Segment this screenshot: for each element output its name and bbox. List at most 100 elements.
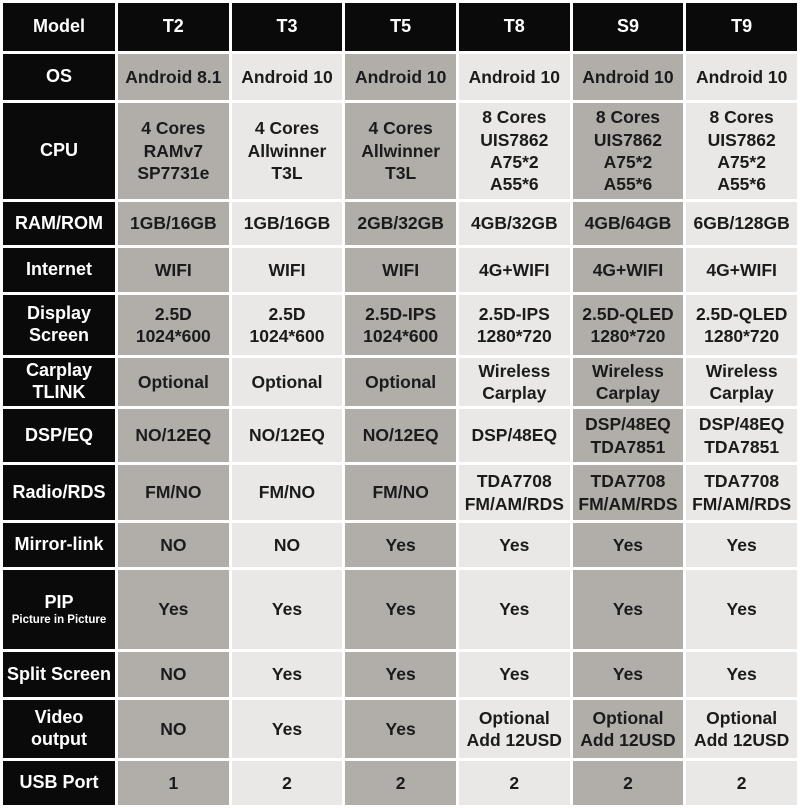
table-row-ram-rom: RAM/ROM 1GB/16GB 1GB/16GB 2GB/32GB 4GB/3… — [3, 202, 797, 245]
table-cell: 1 — [118, 761, 229, 805]
table-cell: 4G+WIFI — [686, 248, 797, 292]
table-cell: NO — [231, 523, 343, 567]
table-cell: Yes — [686, 570, 797, 649]
row-header-video-output: Video output — [3, 700, 115, 758]
table-cell: WIFI — [231, 248, 343, 292]
table-cell: Optional Add 12USD — [572, 700, 684, 758]
table-row-display-screen: Display Screen 2.5D 1024*600 2.5D 1024*6… — [3, 295, 797, 355]
table-cell: Optional Add 12USD — [686, 700, 797, 758]
table-cell: 1GB/16GB — [231, 202, 343, 245]
table-cell: Yes — [458, 652, 570, 697]
row-header-radio-rds: Radio/RDS — [3, 465, 115, 520]
table-cell: 2 — [572, 761, 684, 805]
table-cell: Yes — [458, 570, 570, 649]
table-cell: DSP/48EQ TDA7851 — [686, 409, 797, 462]
column-header-t5: T5 — [345, 3, 456, 51]
table-cell: 8 Cores UIS7862 A75*2 A55*6 — [458, 103, 570, 199]
table-cell: 4 Cores Allwinner T3L — [345, 103, 456, 199]
column-header-t2: T2 — [118, 3, 229, 51]
column-header-s9: S9 — [572, 3, 684, 51]
table-cell: WIFI — [345, 248, 456, 292]
table-cell: Android 8.1 — [118, 54, 229, 100]
table-cell: Optional Add 12USD — [458, 700, 570, 758]
table-cell: 2.5D-IPS 1280*720 — [458, 295, 570, 355]
row-header-display-screen: Display Screen — [3, 295, 115, 355]
table-cell: Yes — [231, 700, 343, 758]
table-cell: 4GB/32GB — [458, 202, 570, 245]
table-cell: Android 10 — [458, 54, 570, 100]
table-cell: FM/NO — [118, 465, 229, 520]
row-header-mirror-link: Mirror-link — [3, 523, 115, 567]
table-cell: Yes — [572, 652, 684, 697]
row-header-pip-subtitle: Picture in Picture — [11, 614, 107, 627]
table-cell: Yes — [686, 523, 797, 567]
table-cell: FM/NO — [231, 465, 343, 520]
table-cell: Optional — [345, 358, 456, 406]
table-cell: Yes — [345, 570, 456, 649]
table-cell: 8 Cores UIS7862 A75*2 A55*6 — [572, 103, 684, 199]
table-cell: NO/12EQ — [231, 409, 343, 462]
row-header-usb-port: USB Port — [3, 761, 115, 805]
table-row-os: OS Android 8.1 Android 10 Android 10 And… — [3, 54, 797, 100]
table-cell: 2.5D 1024*600 — [118, 295, 229, 355]
table-cell: NO — [118, 652, 229, 697]
table-cell: Yes — [231, 652, 343, 697]
table-cell: Optional — [231, 358, 343, 406]
table-cell: Wireless Carplay — [572, 358, 684, 406]
column-header-t9: T9 — [686, 3, 797, 51]
row-header-os: OS — [3, 54, 115, 100]
table-cell: 1GB/16GB — [118, 202, 229, 245]
table-row-radio-rds: Radio/RDS FM/NO FM/NO FM/NO TDA7708 FM/A… — [3, 465, 797, 520]
table-cell: WIFI — [118, 248, 229, 292]
table-row-carplay-tlink: Carplay TLINK Optional Optional Optional… — [3, 358, 797, 406]
row-header-cpu: CPU — [3, 103, 115, 199]
table-cell: Wireless Carplay — [686, 358, 797, 406]
table-cell: TDA7708 FM/AM/RDS — [572, 465, 684, 520]
table-cell: DSP/48EQ — [458, 409, 570, 462]
table-row-split-screen: Split Screen NO Yes Yes Yes Yes Yes — [3, 652, 797, 697]
column-header-t8: T8 — [458, 3, 570, 51]
table-row-mirror-link: Mirror-link NO NO Yes Yes Yes Yes — [3, 523, 797, 567]
table-row-internet: Internet WIFI WIFI WIFI 4G+WIFI 4G+WIFI … — [3, 248, 797, 292]
table-cell: 4GB/64GB — [572, 202, 684, 245]
row-header-dsp-eq: DSP/EQ — [3, 409, 115, 462]
table-cell: Yes — [572, 523, 684, 567]
table-cell: Yes — [458, 523, 570, 567]
table-cell: 4 Cores Allwinner T3L — [231, 103, 343, 199]
table-cell: 2.5D-QLED 1280*720 — [686, 295, 797, 355]
table-cell: Android 10 — [572, 54, 684, 100]
table-cell: 2 — [686, 761, 797, 805]
table-cell: TDA7708 FM/AM/RDS — [458, 465, 570, 520]
table-cell: Yes — [572, 570, 684, 649]
table-cell: NO/12EQ — [345, 409, 456, 462]
row-header-pip: PIP Picture in Picture — [3, 570, 115, 649]
row-header-internet: Internet — [3, 248, 115, 292]
header-row: Model T2 T3 T5 T8 S9 T9 — [3, 3, 797, 51]
table-cell: Optional — [118, 358, 229, 406]
row-header-split-screen: Split Screen — [3, 652, 115, 697]
table-row-pip: PIP Picture in Picture Yes Yes Yes Yes Y… — [3, 570, 797, 649]
table-cell: Yes — [231, 570, 343, 649]
table-row-cpu: CPU 4 Cores RAMv7 SP7731e 4 Cores Allwin… — [3, 103, 797, 199]
table-cell: 2 — [231, 761, 343, 805]
row-header-carplay-tlink: Carplay TLINK — [3, 358, 115, 406]
table-cell: NO — [118, 523, 229, 567]
table-cell: Wireless Carplay — [458, 358, 570, 406]
table-cell: 4 Cores RAMv7 SP7731e — [118, 103, 229, 199]
table-cell: Yes — [345, 700, 456, 758]
table-cell: TDA7708 FM/AM/RDS — [686, 465, 797, 520]
table-row-video-output: Video output NO Yes Yes Optional Add 12U… — [3, 700, 797, 758]
table-cell: FM/NO — [345, 465, 456, 520]
row-header-pip-title: PIP — [44, 591, 74, 612]
table-cell: 2.5D-IPS 1024*600 — [345, 295, 456, 355]
table-cell: Yes — [345, 523, 456, 567]
row-header-ram-rom: RAM/ROM — [3, 202, 115, 245]
table-row-usb-port: USB Port 1 2 2 2 2 2 — [3, 761, 797, 805]
table-cell: 2GB/32GB — [345, 202, 456, 245]
table-cell: 4G+WIFI — [572, 248, 684, 292]
table-cell: Yes — [686, 652, 797, 697]
table-cell: NO — [118, 700, 229, 758]
table-cell: Yes — [345, 652, 456, 697]
table-cell: 4G+WIFI — [458, 248, 570, 292]
